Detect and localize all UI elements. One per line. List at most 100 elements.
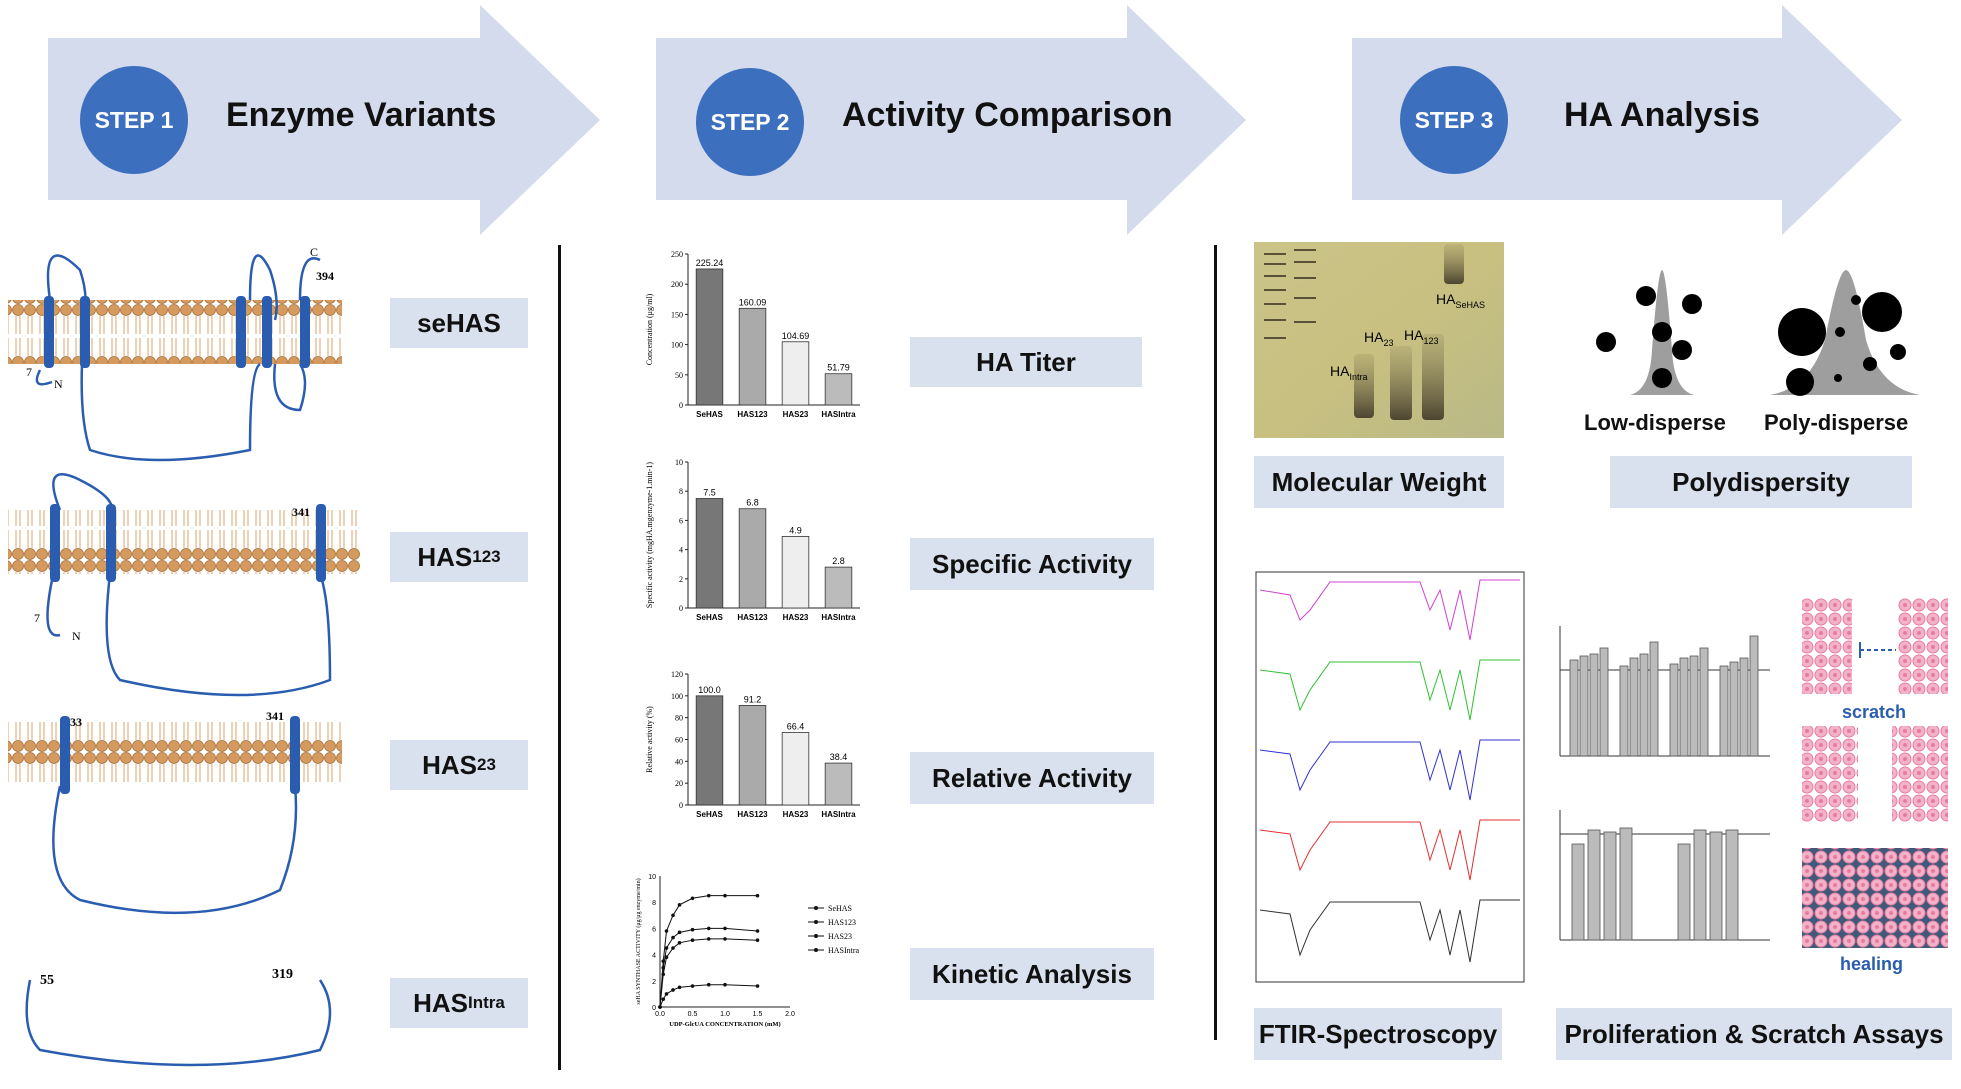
bar — [695, 498, 724, 609]
category-label: HASIntra — [821, 410, 856, 419]
y-tick-label: 2 — [652, 979, 656, 986]
label-ftir: FTIR-Spectroscopy — [1254, 1008, 1502, 1060]
kinetic-analysis-chart: 0 2 4 6 8 10 0.0 0.5 1.0 1.5 2.0 UDP-GlcUA CONCENTR… — [635, 874, 860, 1028]
bar — [781, 536, 810, 609]
step1-badge: STEP 1 — [80, 66, 188, 174]
ftir-line-123 — [1259, 739, 1520, 801]
gel-label-sehas: HASeHAS — [1436, 291, 1485, 310]
chain-has23 — [52, 785, 298, 915]
x-axis-label: UDP-GlcUA CONCENTRATION (mM) — [669, 1021, 780, 1028]
data-label: 6.8 — [746, 498, 759, 508]
bar — [738, 508, 767, 609]
y-tick-label: 120 — [671, 670, 683, 679]
bar — [824, 373, 853, 406]
label-hasintra: HAS Intra — [390, 978, 528, 1028]
y-axis-label: Concentration (μg/ml) — [645, 293, 654, 365]
data-label: 100.0 — [698, 685, 721, 695]
step-arrows — [48, 5, 1902, 235]
x-tick-label: 0.5 — [688, 1011, 698, 1018]
data-point — [690, 896, 695, 901]
x-tick-label: 2.0 — [785, 1011, 795, 1018]
legend-entry: HASIntra — [828, 946, 860, 955]
step3-title: HA Analysis — [1564, 96, 1760, 134]
data-point — [671, 913, 675, 918]
label-relative-activity: Relative Activity — [910, 752, 1154, 804]
bar — [824, 566, 853, 609]
category-label: HAS123 — [737, 810, 768, 819]
y-tick-label: 6 — [652, 926, 656, 933]
data-label: 66.4 — [787, 722, 805, 732]
label-assays: Proliferation & Scratch Assays — [1556, 1008, 1952, 1060]
label-sehas: seHAS — [390, 298, 528, 348]
y-tick-label: 150 — [671, 310, 683, 319]
has23-end: 341 — [266, 709, 284, 723]
data-label: 51.79 — [827, 363, 850, 373]
category-label: HAS123 — [737, 613, 768, 622]
y-axis-label: Relative activity (%) — [645, 706, 654, 773]
data-point — [723, 893, 727, 898]
ftir-line-sehas — [1259, 819, 1520, 881]
chain-sehas — [35, 254, 321, 462]
bar — [695, 695, 724, 806]
ftir-line-23 — [1259, 659, 1520, 721]
category-label: SeHAS — [696, 410, 723, 419]
x-tick-label: 1.5 — [753, 1011, 763, 1018]
data-label: 160.09 — [739, 297, 767, 307]
legend-marker — [814, 948, 818, 952]
y-tick-label: 6 — [679, 516, 683, 525]
category-label: HAS23 — [783, 410, 809, 419]
step3-arrow — [1352, 5, 1902, 235]
label-molecular-weight: Molecular Weight — [1254, 456, 1504, 508]
label-kinetic-analysis: Kinetic Analysis — [910, 948, 1154, 1000]
series-line — [659, 938, 758, 1008]
y-axis-label: Specific activity (mgHA.mgenzyme-1.min-1… — [645, 462, 654, 609]
ftir-line-standard — [1259, 899, 1520, 963]
data-point — [661, 972, 666, 977]
data-point — [671, 935, 675, 940]
data-point — [723, 982, 727, 987]
sehas-start: 7 — [26, 365, 32, 379]
data-point — [690, 938, 695, 942]
bar — [781, 732, 810, 806]
data-point — [661, 997, 666, 1001]
data-point — [658, 1005, 662, 1009]
y-tick-label: 0 — [652, 1005, 656, 1012]
category-label: HAS123 — [737, 410, 768, 419]
y-tick-label: 8 — [679, 487, 683, 496]
data-label: 38.4 — [830, 752, 848, 762]
specific-activity-chart: 0 2 4 6 8 10 Specific activity (mgHA.mgenzyme-… — [645, 458, 860, 622]
data-label: 104.69 — [782, 331, 810, 341]
label-specific-activity: Specific Activity — [910, 538, 1154, 590]
label-polydispersity: Polydispersity — [1610, 456, 1912, 508]
has123-start: 7 — [34, 611, 40, 625]
gel-image: HASeHAS HA23 HA123 HAIntra — [1254, 242, 1504, 438]
legend-entry: HAS123 — [828, 918, 856, 927]
data-point — [664, 929, 669, 933]
membrane-has123 — [8, 510, 360, 574]
y-tick-label: 40 — [675, 757, 683, 766]
data-label: 91.2 — [744, 694, 762, 704]
data-point — [755, 893, 760, 898]
data-point — [755, 938, 760, 942]
has23-start: 33 — [70, 715, 82, 729]
bar — [695, 268, 724, 406]
label-has123: HAS 123 — [390, 532, 528, 582]
y-tick-label: 0 — [679, 604, 683, 613]
label-ha-titer: HA Titer — [910, 337, 1142, 387]
low-disperse-label: Low-disperse — [1584, 410, 1726, 435]
hasintra-end: 319 — [272, 967, 293, 982]
category-label: HAS23 — [783, 810, 809, 819]
relative-activity-chart: 0 20 40 60 80 100 120 Relative activity (%) 100.… — [645, 670, 860, 819]
step1-title: Enzyme Variants — [226, 96, 497, 134]
sehas-end: 394 — [316, 269, 334, 283]
legend-marker — [814, 906, 818, 910]
y-tick-label: 20 — [675, 779, 683, 788]
data-point — [755, 984, 760, 988]
helices-has123 — [50, 504, 326, 582]
x-tick-label: 1.0 — [720, 1011, 730, 1018]
y-tick-label: 0 — [679, 801, 683, 810]
poly-disperse-label: Poly-disperse — [1764, 410, 1909, 435]
scratch-assay-illustration: scratch healing — [1802, 598, 1948, 974]
category-label: HAS23 — [783, 613, 809, 622]
y-tick-label: 250 — [671, 250, 683, 259]
